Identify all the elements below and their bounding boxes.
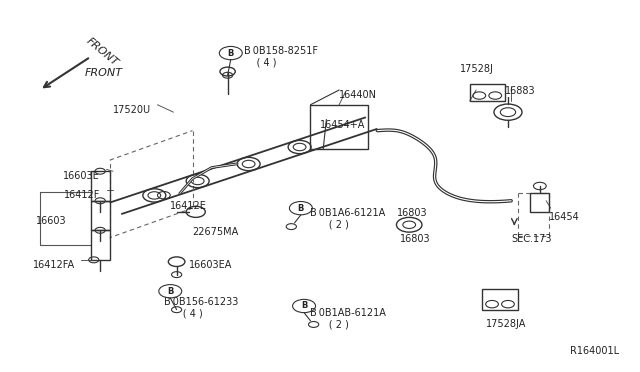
Text: 16803: 16803 [396,208,427,218]
Text: 16603: 16603 [36,215,67,225]
Bar [91,230,109,260]
Text: 17520U: 17520U [113,105,151,115]
Bar [531,193,549,212]
Text: 16603EA: 16603EA [189,260,233,270]
Text: 16883: 16883 [505,86,536,96]
Text: 17528J: 17528J [460,64,494,74]
Text: 16440N: 16440N [339,90,377,100]
Bar [91,201,109,230]
Text: 16412E: 16412E [170,201,207,211]
Bar [483,289,518,310]
Text: B: B [301,301,307,311]
Bar [310,105,368,149]
Text: 17528JA: 17528JA [486,319,526,329]
Text: SEC.173: SEC.173 [511,234,552,244]
Text: 16603E: 16603E [63,171,100,181]
Text: FRONT: FRONT [84,36,120,68]
Text: 16412F: 16412F [64,190,100,200]
Text: 16803: 16803 [399,234,430,244]
Text: B: B [167,287,173,296]
Bar [91,171,109,201]
Text: 16412FA: 16412FA [33,260,75,270]
Text: 16454: 16454 [549,212,580,222]
Text: B 0B156-61233
      ( 4 ): B 0B156-61233 ( 4 ) [164,297,238,318]
Text: 22675MA: 22675MA [193,227,239,237]
Text: 16454+A: 16454+A [320,119,365,129]
Text: B 0B158-8251F
    ( 4 ): B 0B158-8251F ( 4 ) [244,46,317,67]
Bar [470,84,505,101]
Text: B: B [298,203,304,213]
Text: B 0B1A6-6121A
      ( 2 ): B 0B1A6-6121A ( 2 ) [310,208,386,230]
Text: R164001L: R164001L [570,346,620,356]
Text: B: B [228,49,234,58]
Text: FRONT: FRONT [84,68,122,78]
Text: B 0B1AB-6121A
      ( 2 ): B 0B1AB-6121A ( 2 ) [310,308,387,330]
